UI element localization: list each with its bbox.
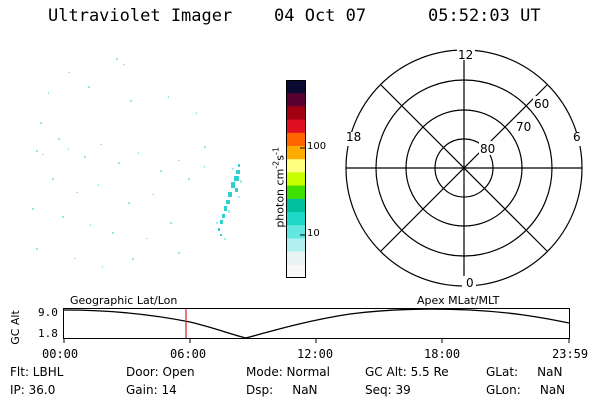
info-gain: Gain: 14 [126, 383, 177, 397]
timeseries-strip [63, 308, 570, 343]
info-glat: GLat: NaN [486, 365, 563, 379]
info-seq: Seq: 39 [365, 383, 411, 397]
colorbar-band [286, 80, 306, 94]
info-mode: Mode: Normal [246, 365, 330, 379]
colorbar-tick-10: 10 [307, 228, 320, 239]
colorbar-band [286, 159, 306, 173]
colorbar-band [286, 212, 306, 226]
colorbar-tick-100: 100 [307, 141, 327, 152]
gc-alt-curve [63, 308, 570, 339]
colorbar-band [286, 198, 306, 213]
info-dsp: Dsp: NaN [246, 383, 318, 397]
mlt-label-12: 12 [458, 48, 473, 62]
colorbar [286, 80, 306, 278]
colorbar-band [286, 225, 306, 239]
colorbar-band [286, 185, 306, 200]
timeseries-ytick-top: 9.0 [38, 306, 58, 319]
timeseries-left-title: Geographic Lat/Lon [70, 294, 178, 307]
timeseries-xtick-0600: 06:00 [170, 347, 207, 361]
colorbar-band [286, 106, 306, 121]
colorbar-band [286, 119, 306, 134]
mlat-label-70: 70 [516, 120, 531, 134]
info-gc-alt: GC Alt: 5.5 Re [365, 365, 449, 379]
timeseries-xtick-1200: 12:00 [297, 347, 334, 361]
mlat-label-80: 80 [480, 142, 495, 156]
header-title: Ultraviolet Imager [48, 6, 233, 26]
colorbar-band [286, 238, 306, 253]
header-time: 05:52:03 UT [428, 6, 541, 26]
timeseries-xtick-2359: 23:59 [552, 347, 589, 361]
info-door: Door: Open [126, 365, 195, 379]
polar-grid-plot: 12 18 6 0 60 70 80 [344, 48, 584, 288]
info-glon: GLon: NaN [486, 383, 566, 397]
colorbar-band [286, 172, 306, 187]
timeseries-right-title: Apex MLat/MLT [417, 294, 500, 307]
colorbar-band [286, 93, 306, 107]
polar-diagonal-2 [380, 84, 548, 252]
mlt-label-6: 6 [573, 130, 581, 144]
colorbar-band [286, 264, 306, 278]
colorbar-band [286, 251, 306, 266]
mlat-label-60: 60 [534, 97, 549, 111]
timeseries-xtick-0000: 00:00 [42, 347, 79, 361]
auroral-image-panel [32, 58, 242, 268]
info-filter: Flt: LBHL [10, 365, 64, 379]
info-ip: IP: 36.0 [10, 383, 56, 397]
timeseries-xtick-1800: 18:00 [424, 347, 461, 361]
colorbar-units-label: photon cm-2s-1 [271, 147, 287, 228]
header-date: 04 Oct 07 [274, 6, 367, 26]
mlt-label-0: 0 [466, 276, 474, 288]
colorbar-band [286, 132, 306, 147]
mlt-label-18: 18 [346, 130, 361, 144]
colorbar-band [286, 146, 306, 160]
timeseries-ytick-bottom: 1.8 [38, 327, 58, 340]
